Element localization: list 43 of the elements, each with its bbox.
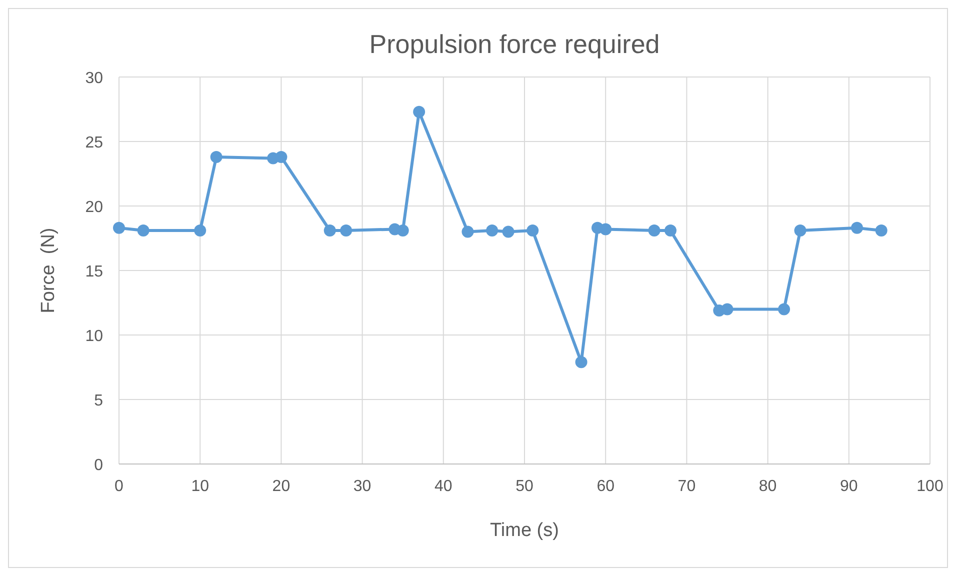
point <box>778 303 790 316</box>
point <box>462 226 474 238</box>
point <box>648 224 660 237</box>
point <box>851 222 864 234</box>
x-tick-label: 90 <box>840 478 858 495</box>
point <box>664 224 676 237</box>
point <box>275 150 288 163</box>
y-tick-label: 0 <box>94 457 104 474</box>
point <box>413 106 426 118</box>
x-tick-label: 50 <box>516 478 534 495</box>
point <box>194 224 206 237</box>
point <box>137 224 150 237</box>
x-tick-label: 10 <box>191 478 210 495</box>
point <box>396 224 409 237</box>
point <box>875 224 888 237</box>
y-tick-label: 20 <box>85 199 104 216</box>
y-tick-label: 30 <box>85 70 104 87</box>
y-tick-label: 15 <box>85 264 104 280</box>
x-tick-label: 80 <box>758 478 777 495</box>
point <box>486 224 498 237</box>
point <box>210 150 222 163</box>
x-tick-label: 70 <box>678 478 696 495</box>
y-tick-label: 10 <box>85 328 104 345</box>
x-tick-label: 0 <box>114 478 124 495</box>
x-axis-title: Time (s) <box>490 520 559 541</box>
point <box>502 226 514 238</box>
x-tick-label: 40 <box>434 478 452 495</box>
point <box>113 222 125 234</box>
point <box>721 303 734 316</box>
y-tick-label: 25 <box>85 134 104 152</box>
point <box>600 223 612 236</box>
x-tick-label: 60 <box>596 478 615 495</box>
point <box>324 224 336 237</box>
x-tick-label: 30 <box>353 478 372 495</box>
point <box>526 224 539 237</box>
y-axis-title: Force (N) <box>38 228 59 314</box>
chart-title: Propulsion force required <box>369 29 660 59</box>
y-tick-label: 5 <box>94 392 104 410</box>
x-tick-label: 20 <box>272 478 290 495</box>
point <box>575 356 588 368</box>
point <box>794 224 806 237</box>
point <box>340 224 352 237</box>
x-tick-label: 100 <box>916 478 944 495</box>
